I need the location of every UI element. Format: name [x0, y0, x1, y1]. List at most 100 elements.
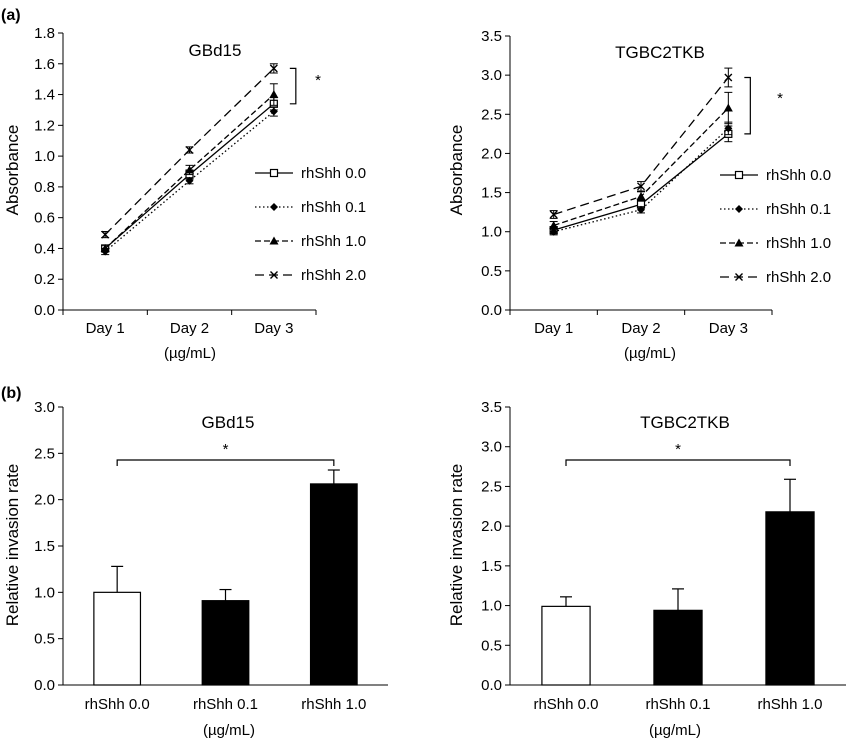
legend-marker — [269, 236, 279, 245]
data-point — [637, 182, 645, 191]
chart-a-left: 0.0 0.2 0.4 0.6 0.8 1.0 1.2 1.4 1.6 1.8 GBd15 Absor… — [3, 25, 366, 362]
y-tick-label: 2.0 — [34, 492, 55, 509]
chart-b-left: 0.0 0.5 1.0 1.5 2.0 2.5 3.0 GBd15 Relative invas… — [3, 399, 388, 739]
x-axis-label: (µg/mL) — [649, 722, 701, 739]
x-tick-label: rhShh 1.0 — [757, 696, 822, 713]
bar — [309, 483, 358, 686]
data-point — [637, 205, 645, 214]
y-tick-label: 0.0 — [34, 302, 55, 319]
y-axis-label: Absorbance — [447, 125, 466, 216]
y-tick-label: 1.0 — [34, 148, 55, 165]
x-tick-label: Day 2 — [170, 320, 209, 337]
y-tick-label: 1.4 — [34, 87, 55, 104]
y-tick-label: 0.8 — [34, 179, 55, 196]
data-point — [101, 230, 110, 239]
data-point — [185, 145, 194, 154]
legend-marker — [734, 238, 744, 247]
data-point — [723, 103, 733, 112]
data-point — [636, 191, 646, 200]
y-tick-label: 0.0 — [481, 677, 502, 694]
data-point — [549, 210, 558, 219]
legend-marker — [270, 271, 278, 279]
y-tick-label: 2.0 — [481, 145, 502, 162]
panel-label-a: (a) — [1, 7, 21, 24]
chart-title: TGBC2TKB — [640, 413, 730, 432]
data-point — [269, 90, 279, 99]
legend-label: rhShh 1.0 — [766, 235, 831, 252]
data-point — [185, 165, 194, 174]
bar — [653, 609, 703, 686]
y-tick-label: 1.5 — [34, 538, 55, 555]
y-tick-label: 0.4 — [34, 240, 55, 257]
legend-label: rhShh 2.0 — [301, 267, 366, 284]
data-point — [549, 220, 559, 229]
x-tick-label: Day 1 — [86, 320, 125, 337]
y-tick-label: 1.0 — [481, 598, 502, 615]
significance-mark: * — [777, 90, 783, 107]
y-tick-label: 0.5 — [481, 637, 502, 654]
x-axis-label: (µg/mL) — [164, 345, 216, 362]
legend-marker — [269, 168, 279, 178]
y-tick-label: 2.5 — [481, 478, 502, 495]
y-tick-label: 1.0 — [34, 584, 55, 601]
chart-a-right: 0.0 0.5 1.0 1.5 2.0 2.5 3.0 3.5 TGBC2TKB Absorban… — [447, 28, 831, 362]
chart-b-right: 0.0 0.5 1.0 1.5 2.0 2.5 3.0 3.5 TGBC2TKB Relative… — [447, 399, 846, 739]
data-point — [724, 73, 733, 82]
series-line — [104, 110, 275, 253]
significance-bracket — [565, 459, 791, 466]
y-tick-label: 3.0 — [481, 67, 502, 84]
legend-marker — [270, 203, 278, 211]
data-point — [724, 124, 733, 133]
x-tick-label: rhShh 1.0 — [301, 696, 366, 713]
data-point — [269, 64, 278, 73]
y-tick-label: 2.5 — [481, 106, 502, 123]
bar — [765, 511, 815, 686]
legend-label: rhShh 0.1 — [766, 201, 831, 218]
significance-bracket — [289, 67, 297, 105]
chart-title: GBd15 — [202, 413, 255, 432]
y-tick-label: 3.5 — [481, 399, 502, 416]
data-point — [269, 107, 278, 116]
y-tick-label: 2.0 — [481, 518, 502, 535]
x-tick-label: rhShh 0.0 — [85, 696, 150, 713]
x-tick-label: Day 1 — [534, 320, 573, 337]
x-axis-label: (µg/mL) — [624, 345, 676, 362]
y-axis-label: Relative invasion rate — [447, 464, 466, 627]
legend-marker — [734, 170, 744, 180]
significance-mark: * — [315, 72, 321, 89]
y-tick-label: 1.5 — [481, 558, 502, 575]
x-tick-label: Day 3 — [709, 320, 748, 337]
y-tick-label: 3.5 — [481, 28, 502, 45]
x-tick-label: rhShh 0.1 — [645, 696, 710, 713]
y-tick-label: 3.0 — [34, 399, 55, 416]
y-tick-label: 0.0 — [34, 677, 55, 694]
legend-label: rhShh 0.1 — [301, 199, 366, 216]
y-tick-label: 1.2 — [34, 117, 55, 134]
data-point — [185, 176, 194, 185]
y-tick-label: 0.5 — [481, 263, 502, 280]
bar — [541, 605, 591, 686]
panel-label-b: (b) — [1, 385, 21, 402]
x-tick-label: Day 3 — [254, 320, 293, 337]
significance-mark: * — [223, 441, 229, 458]
x-tick-label: rhShh 0.1 — [193, 696, 258, 713]
y-tick-label: 1.6 — [34, 56, 55, 73]
significance-bracket — [744, 76, 751, 135]
chart-title: GBd15 — [189, 41, 242, 60]
bar — [93, 591, 142, 686]
y-tick-label: 1.5 — [481, 185, 502, 202]
y-tick-label: 0.5 — [34, 631, 55, 648]
x-axis-label: (µg/mL) — [203, 722, 255, 739]
x-tick-label: rhShh 0.0 — [533, 696, 598, 713]
y-axis-label: Relative invasion rate — [3, 464, 22, 627]
y-axis-label: Absorbance — [3, 125, 22, 216]
y-tick-label: 1.8 — [34, 25, 55, 42]
significance-bracket — [116, 459, 335, 466]
y-tick-label: 0.0 — [481, 302, 502, 319]
legend-marker — [735, 273, 743, 281]
y-tick-label: 2.5 — [34, 445, 55, 462]
y-tick-label: 0.2 — [34, 271, 55, 288]
legend-label: rhShh 0.0 — [766, 167, 831, 184]
significance-mark: * — [675, 441, 681, 458]
